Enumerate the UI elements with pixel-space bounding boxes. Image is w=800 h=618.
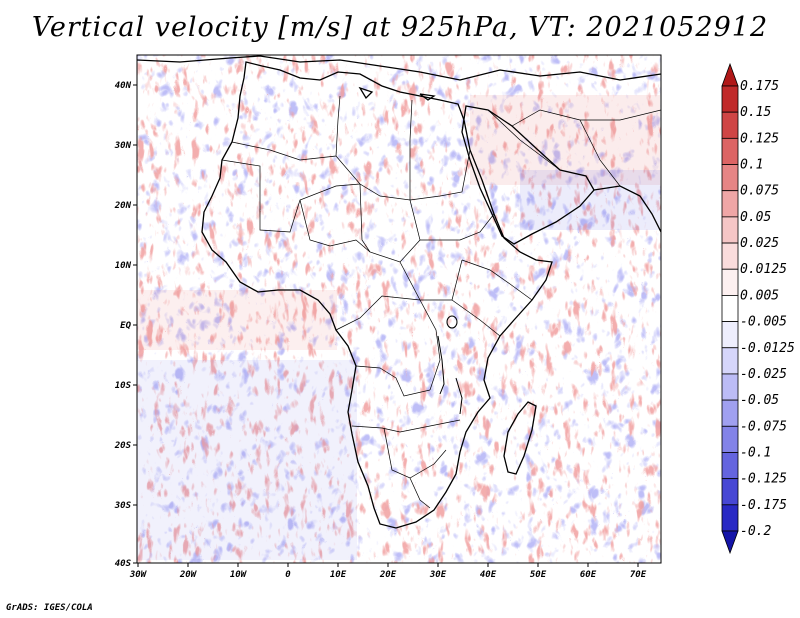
colorbar-label: -0.175	[740, 498, 787, 513]
colorbar-swatch	[721, 190, 739, 218]
colorbar-swatch	[721, 504, 739, 532]
lon-tick-label: 20E	[379, 570, 397, 580]
colorbar: 0.175 0.15 0.125 0.1 0.075 0.05 0.025 0.0125 0.0…	[721, 62, 795, 555]
lat-tick-label: 20S	[114, 441, 132, 451]
colorbar-label: 0.15	[740, 105, 771, 120]
colorbar-swatch	[721, 268, 739, 296]
plot-frame	[136, 54, 662, 564]
colorbar-label: -0.05	[740, 393, 779, 408]
lon-axis: 30W 20W 10W 0 10E 20E 30E 40E 50E 60E 70…	[129, 570, 647, 580]
lat-tick-label: 10S	[115, 381, 132, 391]
lat-tick-label: 10N	[115, 261, 132, 271]
colorbar-swatch	[721, 216, 739, 244]
axis-ticks	[133, 84, 639, 567]
colorbar-label: -0.075	[740, 419, 787, 434]
colorbar-label: 0.1	[740, 158, 763, 173]
africa-coastline	[201, 61, 553, 529]
europe-coastline	[137, 55, 661, 81]
lat-tick-label: 40N	[115, 81, 132, 91]
lat-axis: 40N 30N 20N 10N EQ 10S 20S 30S 40S	[114, 81, 132, 569]
colorbar-swatch	[721, 478, 739, 506]
colorbar-label: -0.025	[740, 367, 787, 382]
colorbar-label: 0.025	[740, 236, 779, 251]
lat-tick-label: EQ	[120, 321, 131, 331]
lon-tick-label: 30W	[129, 570, 148, 580]
colorbar-swatch	[721, 399, 739, 427]
lon-tick-label: 10E	[330, 570, 347, 580]
colorbar-label: 0.125	[740, 131, 779, 146]
map-title: Vertical velocity [m/s] at 925hPa, VT: 2…	[31, 12, 769, 43]
country-borders	[221, 95, 661, 509]
arabia-coastline	[461, 105, 595, 245]
colorbar-label: -0.0125	[740, 341, 795, 356]
colorbar-swatch	[721, 164, 739, 192]
colorbar-swatch	[721, 242, 739, 270]
credit-label: GrADS: IGES/COLA	[6, 603, 93, 613]
lon-tick-label: 60E	[580, 570, 597, 580]
colorbar-label: -0.005	[740, 315, 787, 330]
colorbar-swatch	[721, 452, 739, 480]
lon-tick-label: 40E	[480, 570, 497, 580]
colorbar-swatch	[721, 85, 739, 113]
colorbar-swatch	[721, 111, 739, 139]
lon-tick-label: 20W	[179, 570, 198, 580]
lon-tick-label: 10W	[230, 570, 248, 580]
colorbar-swatch	[721, 295, 739, 322]
lon-tick-label: 30E	[429, 570, 447, 580]
velocity-field	[137, 55, 661, 563]
colorbar-label: 0.05	[740, 210, 771, 225]
colorbar-swatch	[721, 425, 739, 453]
colorbar-label: -0.125	[740, 472, 787, 487]
colorbar-top-arrow	[721, 62, 739, 87]
lon-tick-label: 70E	[630, 570, 647, 580]
lon-tick-label: 50E	[530, 570, 547, 580]
coastlines	[137, 55, 661, 529]
colorbar-label: -0.2	[740, 524, 771, 539]
colorbar-bottom-arrow	[721, 530, 739, 555]
colorbar-label: -0.1	[740, 445, 771, 460]
colorbar-label: 0.005	[740, 288, 779, 303]
lat-tick-label: 20N	[114, 201, 132, 211]
madagascar-coastline	[503, 401, 537, 475]
colorbar-label: 0.075	[740, 184, 779, 199]
colorbar-swatch	[721, 373, 739, 401]
lat-tick-label: 40S	[115, 559, 132, 569]
colorbar-swatch	[721, 137, 739, 165]
asia-coastline	[593, 185, 661, 233]
lat-tick-label: 30N	[114, 141, 132, 151]
lakes	[437, 315, 463, 415]
lat-tick-label: 30S	[114, 501, 132, 511]
colorbar-swatch	[721, 321, 739, 349]
lon-tick-label: 0	[285, 570, 291, 580]
colorbar-swatch	[721, 347, 739, 375]
colorbar-label: 0.175	[740, 79, 779, 94]
colorbar-label: 0.0125	[740, 262, 787, 277]
